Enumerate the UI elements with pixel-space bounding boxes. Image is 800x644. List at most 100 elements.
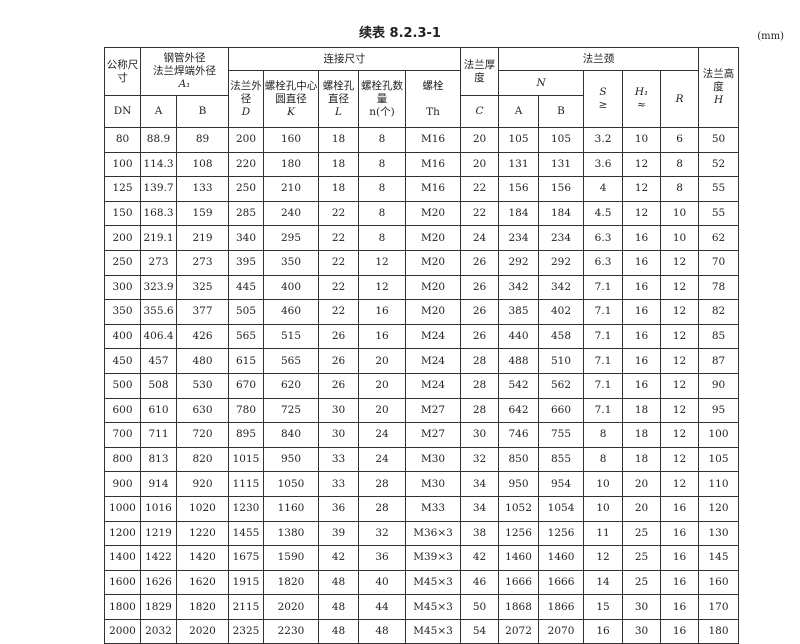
table-cell: 800 [104,446,141,473]
table-row: 80 88.9 89 200 160 18 8 M16 20 105 105 3.2 10 6 50 [104,127,740,153]
table-cell: 11 [583,520,624,547]
table-cell: 813 [140,446,177,473]
unit-label: (mm) [757,31,784,42]
table-cell: 1054 [538,495,585,522]
table-cell: 48 [318,594,359,620]
table-cell: 8 [358,176,406,202]
table-cell: 1915 [228,569,264,596]
table-row: 700 711 720 895 840 30 24 M27 30 746 755 8 18 12 100 [104,422,740,448]
table-cell: 219.1 [140,225,177,251]
table-cell: 250 [104,249,141,276]
table-row: 1800 1829 1820 2115 2020 48 44 M45×3 50 1868 1866 1… [104,594,740,620]
table-cell: 18 [318,127,359,153]
table-cell: 325 [176,274,229,301]
header-connection: 连接尺寸 [227,47,462,71]
table-row: 150 168.3 159 285 240 22 8 M20 22 184 184 4.5 12 10 55 [104,200,740,227]
table-cell: 184 [498,200,540,227]
table-cell: 3.2 [583,127,624,153]
table-cell: 25 [622,545,662,571]
table-row: 1200 1219 1220 1455 1380 39 32 M36×3 38 1256 1256 1… [104,520,740,547]
table-cell: M45×3 [404,569,462,596]
table-cell: 12 [660,274,700,301]
table-cell: 1420 [176,545,229,571]
table-cell: 1400 [104,545,141,571]
table-cell: 950 [498,471,540,497]
table-cell: 100 [698,422,740,448]
table-cell: 24 [358,422,406,448]
table-cell: 50 [698,127,740,153]
table-cell: 1160 [263,495,319,522]
table-cell: 16 [358,299,406,325]
table-cell: 40 [358,569,406,596]
header-pipe-label: 钢管外径 法兰焊端外径 [153,52,216,77]
table-cell: 16 [622,299,662,325]
table-cell: 10 [622,127,662,153]
table-cell: 1020 [176,495,229,522]
table-cell: 16 [660,594,700,620]
table-cell: 110 [698,471,740,497]
table-cell: 670 [228,372,264,399]
table-cell: 460 [263,299,319,325]
table-cell: 28 [358,495,406,522]
header-neck-n: N [498,70,585,96]
header-c-symbol: C [460,95,500,128]
table-cell: 85 [698,323,740,350]
table-cell: 300 [104,274,141,301]
header-d-label: 法兰外径 [230,79,262,105]
table-cell: 402 [538,299,585,325]
table-cell: 234 [538,225,585,251]
table-cell: 323.9 [140,274,177,301]
table-cell: M45×3 [404,594,462,620]
table-cell: 630 [176,397,229,424]
table-cell: 42 [318,545,359,571]
table-cell: 250 [228,176,264,202]
table-cell: 184 [538,200,585,227]
table-cell: 50 [460,594,500,620]
table-cell: 1000 [104,495,141,522]
table-cell: 400 [263,274,319,301]
header-neck-b: B [538,95,585,128]
table-cell: 145 [698,545,740,571]
header-pipe-b: B [176,95,229,128]
table-cell: M24 [404,372,462,399]
table-cell: 26 [460,274,500,301]
header-h1-sub: ≈ [637,99,646,111]
table-cell: 131 [498,151,540,178]
table-cell: 156 [498,176,540,202]
table-cell: 950 [263,446,319,473]
table-cell: 600 [104,397,141,424]
table-cell: 130 [698,520,740,547]
table-cell: 20 [622,471,662,497]
header-c-label: 法兰厚度 [463,58,496,84]
table-cell: 24 [460,225,500,251]
table-cell: M16 [404,151,462,178]
table-cell: 2115 [228,594,264,620]
table-cell: 1626 [140,569,177,596]
table-cell: 920 [176,471,229,497]
table-cell: 395 [228,249,264,276]
table-row: 300 323.9 325 445 400 22 12 M20 26 342 342 7.1 16 12 7… [104,274,740,301]
table-cell: 1115 [228,471,264,497]
table-cell: 1800 [104,594,141,620]
table-cell: 16 [660,520,700,547]
table-cell: 1016 [140,495,177,522]
table-cell: 1600 [104,569,141,596]
table-cell: 12 [660,249,700,276]
table-cell: 12 [358,274,406,301]
table-cell: 2072 [498,618,540,644]
header-pipe-od: 钢管外径 法兰焊端外径 A₁ [140,47,229,96]
table-cell: 450 [104,348,141,374]
table-cell: 1590 [263,545,319,571]
header-s-symbol: S [599,86,607,98]
table-cell: 7.1 [583,348,624,374]
table-cell: 914 [140,471,177,497]
table-cell: 457 [140,348,177,374]
header-h-label: 法兰高度 [702,68,735,93]
table-cell: 28 [460,397,500,424]
table-row: 400 406.4 426 565 515 26 16 M24 26 440 458 7.1 16 12 8… [104,323,740,350]
table-cell: 16 [358,323,406,350]
table-cell: M30 [404,471,462,497]
table-cell: 350 [104,299,141,325]
table-cell: 22 [460,176,500,202]
table-cell: 12 [622,151,662,178]
